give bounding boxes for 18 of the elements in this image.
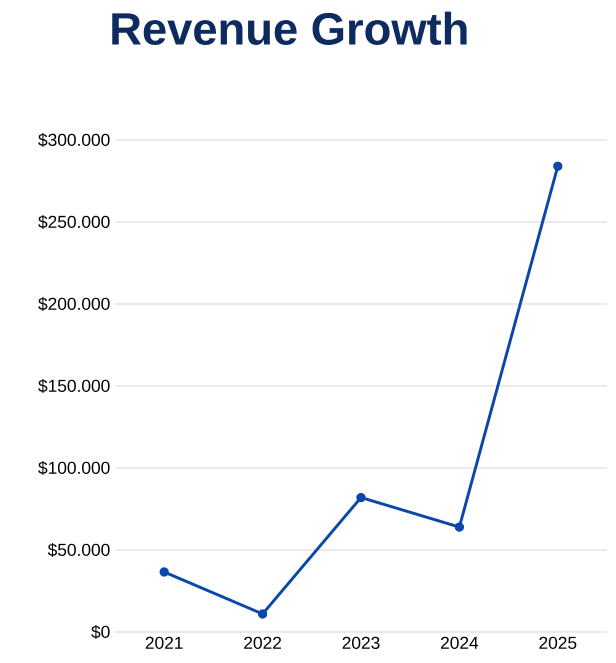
y-tick-label: $300.000 — [38, 132, 110, 148]
y-tick-label: $200.000 — [38, 296, 110, 311]
point — [356, 492, 366, 502]
x-tick-label: 2022 — [244, 636, 281, 649]
x-tick-label: 2024 — [440, 636, 478, 649]
point — [454, 522, 464, 532]
y-tick-label: $250.000 — [38, 214, 110, 230]
point — [553, 162, 562, 171]
point — [258, 609, 268, 619]
y-tick-label: $150.000 — [38, 378, 110, 393]
x-tick-label: 2023 — [342, 636, 380, 649]
y-tick-label: $0 — [91, 624, 110, 639]
chart-title: Revenue Growth — [112, 12, 467, 45]
x-tick-label: 2025 — [539, 636, 576, 649]
point — [160, 567, 169, 577]
x-tick-label: 2021 — [146, 636, 183, 649]
y-tick-label: $100.000 — [38, 460, 110, 475]
y-tick-label: $50.000 — [48, 542, 110, 557]
